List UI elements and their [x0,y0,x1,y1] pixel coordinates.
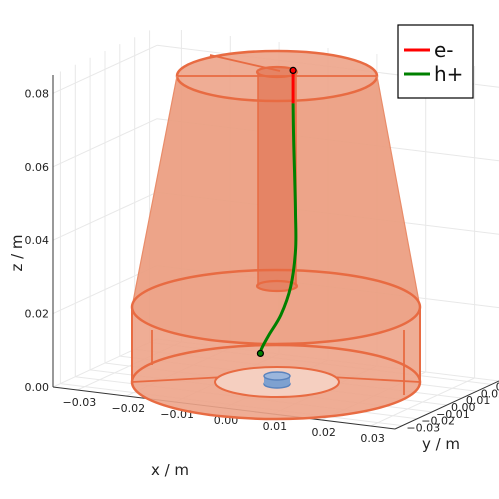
legend-box [397,24,474,99]
x-tick-label: −0.02 [111,402,145,415]
y-tick-label: −0.03 [406,422,440,435]
trajectory-h+ [258,103,298,354]
legend-label-e: e- [434,38,454,62]
cone-right-edge [376,75,421,308]
y-axis-label: y / m [422,435,460,453]
z-tick-label: 0.02 [25,308,50,321]
z-axis-label: z / m [8,234,26,271]
y-tick-label: −0.01 [436,408,470,421]
detector-bore-hole [258,72,296,286]
point-contact-electrode [263,371,291,389]
bottom-face-line-right [329,376,421,383]
z-tick-label: 0.00 [25,381,50,394]
x-tick-label: 0.01 [263,420,288,433]
e-start-marker [289,66,297,75]
y-axis-line [394,380,499,430]
x-axis-label: x / m [151,461,189,479]
y-tick-label: 0.03 [496,380,499,393]
z-axis-ticks: 0.00 0.02 0.04 0.06 0.08 [25,87,50,394]
y-tick-label: 0.00 [451,401,476,414]
bore-hole-bottom-rim [255,279,299,293]
z-tick-label: 0.06 [25,161,50,174]
bore-hole-top-rim [255,65,299,79]
y-tick-label: −0.02 [421,415,455,428]
legend-label-h: h+ [434,62,463,86]
y-tick-label: 0.01 [466,394,491,407]
bottom-face-line-left [131,376,226,383]
z-tick-label: 0.04 [25,234,50,247]
y-axis-ticks: −0.03−0.02−0.010.000.010.020.03 [406,380,499,434]
detector-geometry [130,49,422,421]
x-tick-label: 0.03 [360,432,385,445]
x-tick-label: 0.02 [311,426,336,439]
cone-left-edge [131,75,178,308]
y-tick-label: 0.02 [481,387,499,400]
charge-drift-paths [256,66,298,357]
x-tick-label: −0.03 [63,396,97,409]
h-end-marker [256,349,264,357]
top-face-radius [209,54,281,72]
z-tick-label: 0.08 [25,87,50,100]
legend: e- h+ [397,24,474,99]
